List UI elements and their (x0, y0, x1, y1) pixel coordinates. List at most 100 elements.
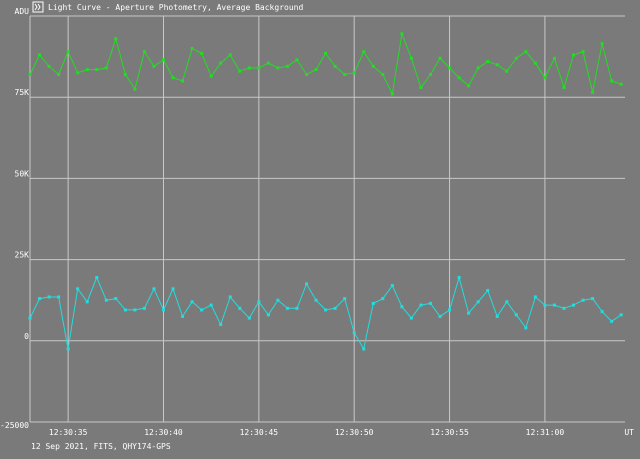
y-tick-label: 0 (24, 332, 29, 341)
data-point (409, 316, 413, 320)
data-point (562, 85, 566, 89)
data-point (266, 61, 270, 65)
data-point (467, 311, 471, 315)
data-point (409, 56, 413, 60)
data-point (123, 72, 127, 76)
data-point (276, 298, 280, 302)
data-point (219, 61, 223, 65)
data-point (276, 66, 280, 70)
data-point (104, 298, 108, 302)
data-point (514, 313, 518, 317)
data-point (114, 297, 118, 301)
data-point (238, 306, 242, 310)
data-point (85, 300, 89, 304)
data-point (47, 295, 51, 299)
data-point (47, 64, 51, 68)
data-point (305, 282, 309, 286)
data-point (57, 72, 61, 76)
data-point (572, 53, 576, 57)
data-point (428, 301, 432, 305)
data-point (190, 46, 194, 50)
data-point (200, 51, 204, 55)
data-point (438, 56, 442, 60)
data-point (123, 308, 127, 312)
data-point (591, 297, 595, 301)
data-point (95, 68, 99, 72)
data-point (209, 74, 213, 78)
data-point (104, 66, 108, 70)
data-point (219, 323, 223, 327)
data-point (28, 316, 32, 320)
data-point (200, 308, 204, 312)
data-point (285, 306, 289, 310)
data-point (552, 56, 556, 60)
y-tick-label: -25000 (0, 421, 29, 430)
data-point (524, 326, 528, 330)
data-point (38, 53, 42, 57)
data-point (305, 72, 309, 76)
data-point (610, 79, 614, 83)
data-point (266, 313, 270, 317)
data-point (324, 51, 328, 55)
data-point (343, 297, 347, 301)
data-point (448, 308, 452, 312)
data-point (257, 300, 261, 304)
data-point (333, 306, 337, 310)
data-point (76, 71, 80, 75)
data-point (171, 76, 175, 80)
x-axis-ticks: 12:30:35 12:30:40 12:30:45 12:30:50 12:30:55… (49, 428, 634, 437)
data-point (600, 310, 604, 314)
data-point (190, 300, 194, 304)
title-bar: Light Curve - Aperture Photometry, Avera… (32, 1, 303, 13)
data-point (76, 287, 80, 291)
data-point (161, 308, 165, 312)
data-point (247, 316, 251, 320)
data-point (610, 319, 614, 323)
data-point (381, 297, 385, 301)
data-point (66, 347, 70, 351)
data-point (581, 298, 585, 302)
data-point (171, 287, 175, 291)
data-point (543, 303, 547, 307)
data-point (257, 66, 261, 70)
data-point (533, 61, 537, 65)
data-point (543, 76, 547, 80)
data-point (324, 308, 328, 312)
data-point (533, 295, 537, 299)
data-point (467, 84, 471, 88)
data-point (352, 71, 356, 75)
data-point (514, 56, 518, 60)
data-point (552, 303, 556, 307)
y-tick-label: 25K (15, 251, 30, 260)
data-point (505, 300, 509, 304)
data-point (495, 63, 499, 67)
data-point (133, 87, 137, 91)
data-point (572, 303, 576, 307)
x-tick-label: 12:30:40 (144, 428, 183, 437)
data-point (228, 295, 232, 299)
x-tick-label: 12:31:00 (526, 428, 565, 437)
data-point (448, 66, 452, 70)
data-point (114, 37, 118, 41)
data-point (181, 314, 185, 318)
data-point (619, 82, 623, 86)
footer-caption: 12 Sep 2021, FITS, QHY174-GPS (31, 442, 171, 451)
data-point (57, 295, 61, 299)
series-2 (28, 275, 623, 351)
data-point (333, 64, 337, 68)
x-tick-label: UT (624, 428, 634, 437)
data-point (371, 64, 375, 68)
data-point (38, 297, 42, 301)
data-point (362, 347, 366, 351)
chart-title: Light Curve - Aperture Photometry, Avera… (48, 3, 303, 12)
data-point (142, 50, 146, 54)
data-point (600, 42, 604, 46)
data-point (524, 50, 528, 54)
series-layer (28, 32, 623, 351)
y-tick-label: 75K (15, 88, 30, 97)
data-point (228, 53, 232, 57)
y-tick-label: ADU (15, 7, 30, 16)
data-point (400, 32, 404, 36)
